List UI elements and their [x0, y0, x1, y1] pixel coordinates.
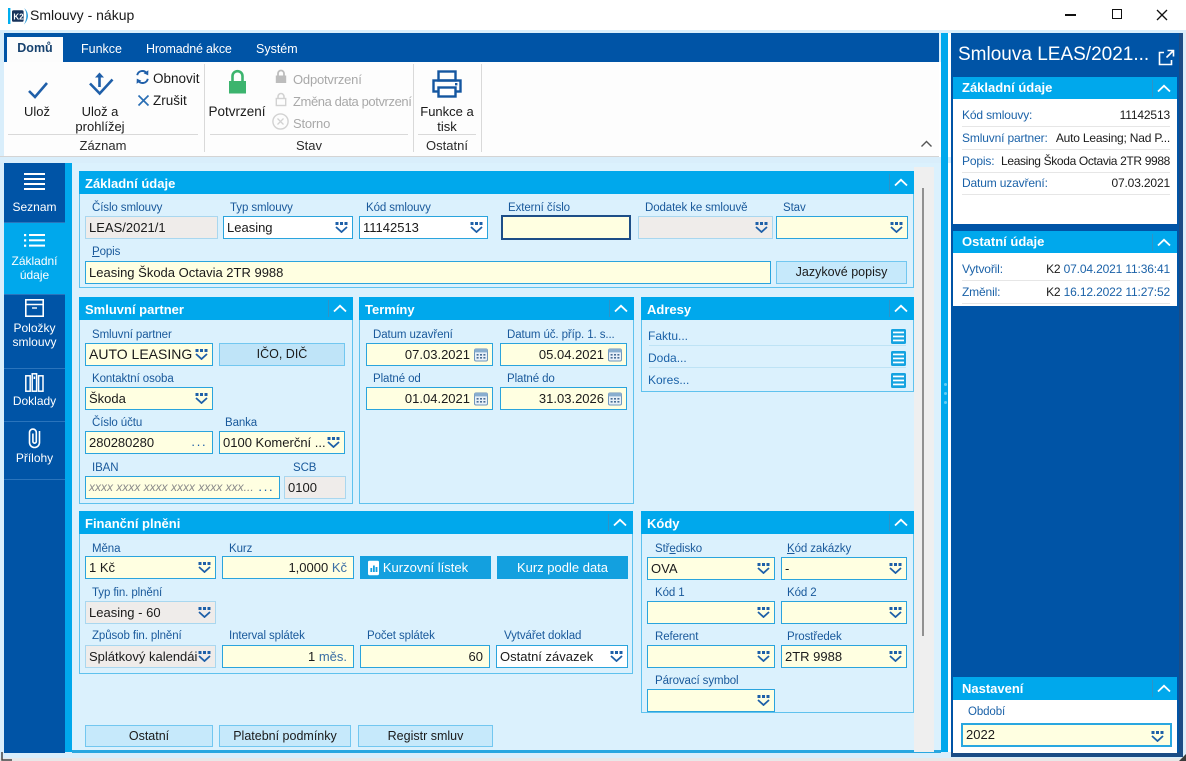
- svg-text:K2: K2: [13, 12, 24, 21]
